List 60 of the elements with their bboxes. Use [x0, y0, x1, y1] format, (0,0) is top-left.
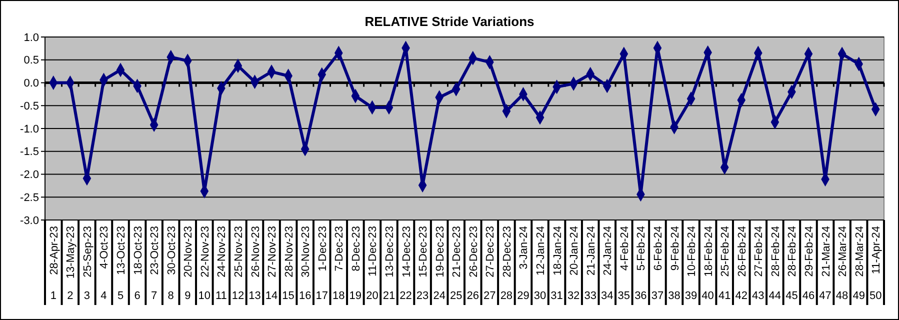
category-label: 23-Oct-23 7 [149, 226, 162, 302]
category-label: 9-Feb-24 38 [668, 226, 682, 302]
category-label: 21-Mar-24 47 [819, 226, 832, 302]
x-tick-label: 13-May-23 2 [65, 226, 78, 302]
x-tick-label: 25-Nov-23 12 [232, 226, 245, 302]
category-label: 18-Feb-24 40 [702, 226, 715, 302]
x-tick-label: 19-Dec-23 24 [433, 226, 446, 302]
y-tick-label: -2.0 [20, 169, 39, 182]
category-label: 6-Feb-24 37 [651, 226, 664, 302]
x-tick-label: 28-Nov-23 15 [282, 226, 296, 302]
x-tick-label: 13-Dec-23 21 [382, 226, 396, 302]
category-label: 30-Oct-23 8 [166, 226, 178, 302]
category-label: 11-Dec-23 20 [366, 226, 380, 302]
category-label: 25-Feb-24 41 [718, 226, 732, 302]
category-label: 26-Feb-24 42 [735, 226, 748, 302]
category-label: 26-Mar-24 48 [836, 226, 850, 302]
x-tick-label: 27-Dec-23 27 [484, 226, 497, 302]
category-label: 12-Jan-24 30 [534, 226, 548, 302]
y-tick-label: 0.0 [24, 78, 39, 90]
category-label: 29-Feb-24 46 [802, 226, 816, 302]
category-label: 1-Dec-23 17 [316, 226, 329, 302]
x-tick-label: 26-Dec-23 26 [466, 226, 480, 302]
category-label: 3-Jan-24 29 [517, 226, 530, 302]
category-label: 28-Mar-24 49 [852, 226, 866, 302]
x-tick-label: 15-Dec-23 23 [416, 226, 430, 302]
category-label: 20-Jan-24 32 [567, 226, 581, 302]
y-tick-label: -2.5 [20, 192, 39, 204]
category-label: 7-Dec-23 18 [332, 226, 346, 302]
x-tick-label: 28-Dec-23 28 [500, 226, 514, 302]
x-tick-label: 24-Nov-23 11 [215, 226, 228, 302]
category-label: 13-Oct-23 5 [116, 226, 128, 302]
x-tick-label: 20-Nov-23 9 [182, 226, 195, 302]
y-tick-label: 1.0 [24, 32, 39, 44]
category-label: 18-Oct-23 6 [132, 226, 144, 302]
y-tick-label: -0.5 [20, 100, 39, 112]
y-tick-label: -1.5 [20, 146, 39, 158]
category-label: 4-Feb-24 35 [618, 226, 631, 302]
category-label: 4-Oct-23 4 [98, 226, 111, 302]
y-tick-label: -1.0 [20, 123, 39, 136]
x-tick-label: 14-Dec-23 22 [400, 226, 413, 302]
category-label: 21-Jan-24 33 [584, 226, 598, 302]
category-label: 8-Dec-23 19 [349, 226, 362, 302]
category-label: 27-Feb-24 43 [752, 226, 766, 302]
category-label: 5-Feb-24 36 [634, 226, 648, 302]
x-tick-label: 30-Nov-23 16 [298, 226, 312, 302]
x-tick-label: 27-Nov-23 14 [265, 226, 279, 302]
category-label: 24-Jan-24 34 [601, 226, 614, 302]
x-tick-label: 21-Dec-23 25 [450, 226, 464, 302]
x-tick-label: 22-Nov-23 10 [198, 226, 212, 302]
category-label: 28-Feb-24 45 [786, 226, 799, 302]
x-tick-label: 25-Sep-23 3 [82, 226, 94, 302]
x-tick-label: 26-Nov-23 13 [248, 226, 262, 302]
category-label: 11-Apr-24 50 [869, 226, 883, 302]
category-label: 28-Apr-23 1 [48, 226, 60, 302]
category-label: 18-Jan-24 31 [550, 226, 564, 302]
y-tick-label: -3.0 [20, 214, 39, 227]
chart-title: RELATIVE Stride Variations [364, 14, 534, 29]
category-label: 28-Feb-24 44 [768, 226, 782, 302]
category-label: 10-Feb-24 39 [684, 226, 698, 302]
y-tick-label: 0.5 [24, 54, 39, 67]
